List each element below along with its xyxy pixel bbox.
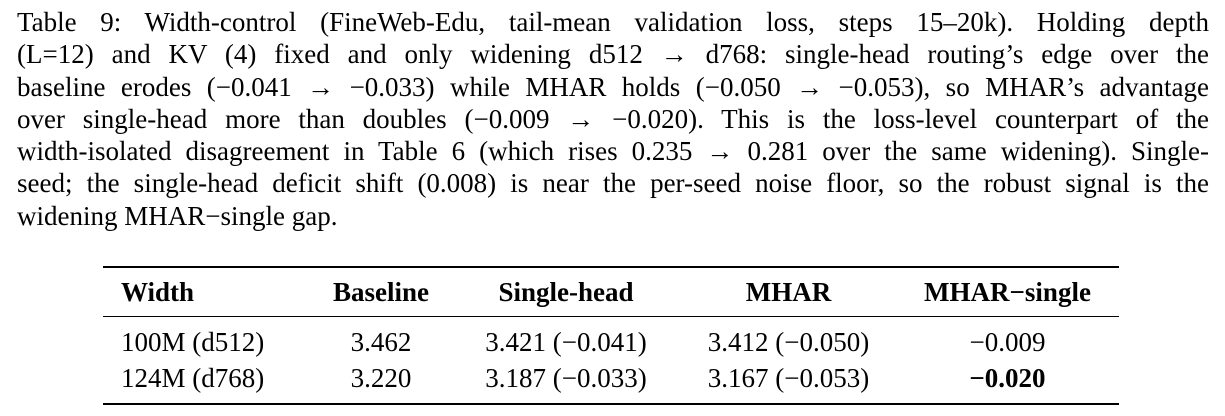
caption-line-3: baseline erodes (−0.041 → −0.033) while … [17, 71, 1209, 102]
header-width: Width [103, 266, 311, 317]
caption-line-4: over single-head more than doubles (−0.0… [17, 103, 1209, 134]
caption-line-6: seed; the single-head deficit shift (0.0… [17, 168, 1209, 199]
table-header-row: Width Baseline Single-head MHAR MHAR−sin… [103, 266, 1119, 317]
cell-mhar: 3.167 (−0.053) [681, 359, 896, 405]
table-row: 124M (d768) 3.220 3.187 (−0.033) 3.167 (… [103, 359, 1119, 405]
cell-baseline: 3.462 [350, 326, 412, 357]
table-caption: Table 9: Width-control (FineWeb-Edu, tai… [17, 6, 1209, 232]
results-table: Width Baseline Single-head MHAR MHAR−sin… [103, 266, 1119, 405]
caption-line-1: Table 9: Width-control (FineWeb-Edu, tai… [17, 7, 1209, 37]
caption-line-7: widening MHAR−single gap. [17, 200, 338, 231]
table-row: 100M (d512) 3.462 3.421 (−0.041) 3.412 (… [103, 317, 1119, 360]
caption-line-2: (L=12) and KV (4) fixed and only widenin… [17, 39, 1209, 70]
cell-width: 100M (d512) [121, 326, 265, 357]
cell-single-head: 3.421 (−0.041) [485, 326, 647, 357]
cell-mhar: 3.412 (−0.050) [707, 326, 870, 357]
caption-line-5: width-isolated disagreement in Table 6 (… [17, 136, 1209, 167]
cell-mhar-minus-single: −0.020 [896, 359, 1119, 405]
cell-mhar-minus-single: −0.009 [969, 326, 1046, 357]
header-mhar-minus-single: MHAR−single [896, 266, 1119, 317]
cell-width: 124M (d768) [103, 359, 311, 405]
header-single-head: Single-head [451, 266, 681, 317]
cell-single-head: 3.187 (−0.033) [451, 359, 681, 405]
cell-baseline: 3.220 [311, 359, 451, 405]
header-mhar: MHAR [681, 266, 896, 317]
header-baseline: Baseline [311, 266, 451, 317]
